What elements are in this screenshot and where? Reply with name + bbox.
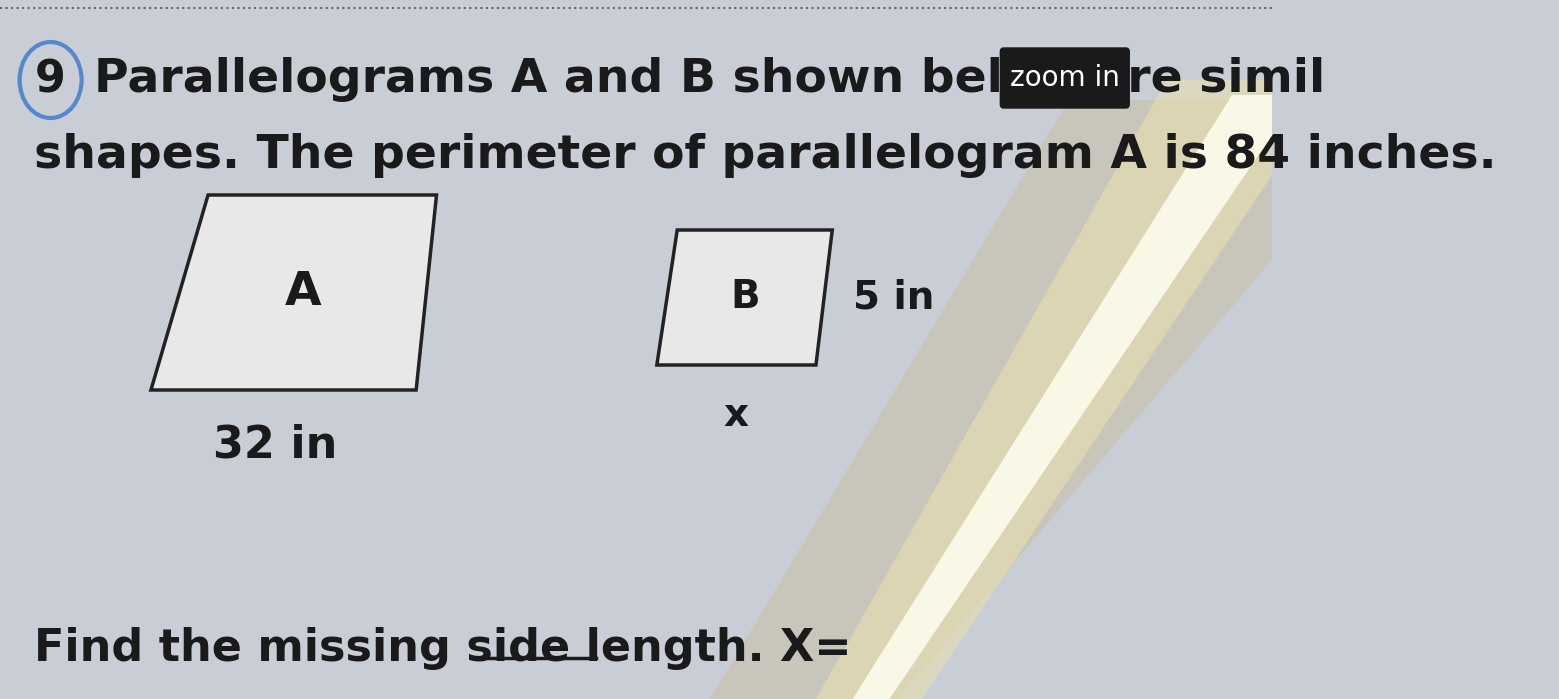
Text: A: A (285, 270, 321, 315)
Text: 32 in: 32 in (214, 424, 338, 466)
Text: B: B (731, 278, 761, 317)
Polygon shape (151, 195, 437, 390)
Text: 9: 9 (36, 59, 65, 101)
Text: x: x (723, 396, 748, 434)
Polygon shape (853, 95, 1272, 699)
Text: Parallelograms A and B shown below are simil: Parallelograms A and B shown below are s… (94, 57, 1325, 103)
Text: zoom in: zoom in (1010, 64, 1119, 92)
Text: Find the missing side length. X=: Find the missing side length. X= (34, 626, 851, 670)
Polygon shape (815, 80, 1272, 699)
Polygon shape (656, 230, 833, 365)
FancyBboxPatch shape (1001, 48, 1129, 108)
Polygon shape (709, 100, 1272, 699)
Text: 5 in: 5 in (853, 278, 934, 317)
Text: shapes. The perimeter of parallelogram A is 84 inches.: shapes. The perimeter of parallelogram A… (34, 133, 1497, 178)
